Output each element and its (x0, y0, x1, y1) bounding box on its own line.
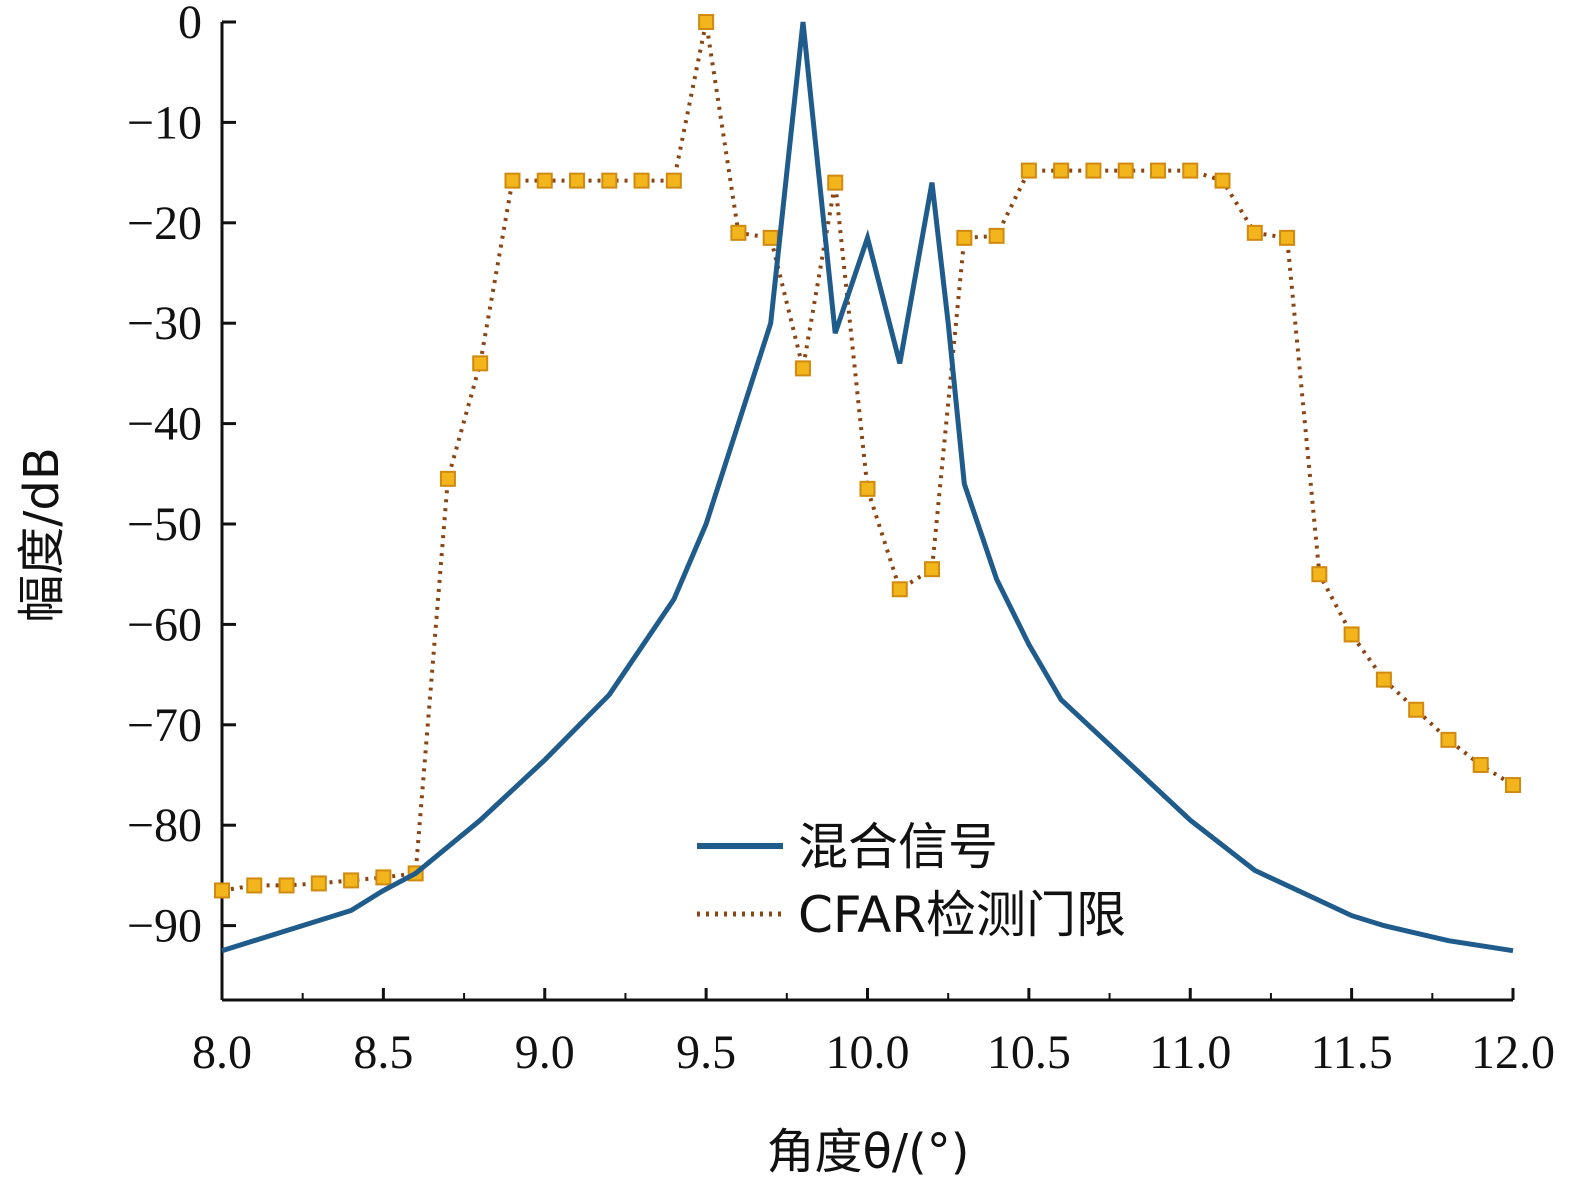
cfar-point (1053, 162, 1070, 179)
cfar-point (633, 172, 650, 189)
cfar-point (246, 877, 263, 894)
legend: 混合信号 CFAR检测门限 (697, 818, 1126, 944)
x-tick-label: 10.5 (987, 1026, 1071, 1079)
cfar-point (278, 877, 295, 894)
cfar-point (1440, 731, 1457, 748)
cfar-point (891, 581, 908, 598)
x-tick-label: 8.0 (192, 1026, 252, 1079)
cfar-point (1311, 566, 1328, 583)
cfar-point (1246, 224, 1263, 241)
series-cfar-line (221, 21, 1515, 893)
cfar-point (730, 224, 747, 241)
cfar-point (956, 229, 973, 246)
series-mixed-signal-line (221, 21, 1514, 954)
x-tick-label: 9.0 (515, 1026, 575, 1079)
axes: 8.0 8.5 9.0 9.5 10.0 10.5 11.0 11.5 12.0 0 −10 −20 −… (127, 0, 1555, 1079)
cfar-point (1149, 162, 1166, 179)
x-tick-label: 9.5 (676, 1026, 736, 1079)
cfar-point (310, 875, 327, 892)
x-tick-label: 12.0 (1471, 1026, 1555, 1079)
y-tick-label: −50 (127, 498, 202, 551)
x-tick-label: 10.0 (826, 1026, 910, 1079)
x-tick-label: 11.0 (1149, 1026, 1231, 1079)
cfar-point (1343, 626, 1360, 643)
cfar-point (859, 480, 876, 497)
legend-label-mixed-signal: 混合信号 (798, 818, 998, 876)
cfar-point (1214, 172, 1231, 189)
cfar-point (1085, 162, 1102, 179)
cfar-point (1472, 756, 1489, 773)
cfar-point (343, 872, 360, 889)
cfar-point (1505, 777, 1521, 794)
y-tick-label: −10 (127, 96, 202, 149)
y-axis-label: 幅度/dB (14, 447, 70, 623)
cfar-point (439, 470, 456, 487)
y-tick-label: −20 (127, 197, 202, 250)
cfar-point (698, 14, 715, 30)
cfar-point (665, 172, 682, 189)
cfar-point (762, 229, 779, 246)
cfar-point (1117, 162, 1134, 179)
cfar-point (601, 172, 618, 189)
cfar-point (988, 227, 1005, 244)
y-tick-label: −60 (127, 598, 202, 651)
cfar-point (1279, 229, 1296, 246)
legend-label-cfar: CFAR检测门限 (798, 886, 1126, 944)
cfar-point (1408, 701, 1425, 718)
cfar-point (569, 172, 586, 189)
cfar-point (1182, 162, 1199, 179)
y-tick-label: −30 (127, 297, 202, 350)
y-tick-label: 0 (178, 0, 202, 49)
series-layer (214, 14, 1521, 954)
x-axis-label: 角度θ/(°) (767, 1124, 970, 1180)
cfar-point (1020, 162, 1037, 179)
x-tick-label: 8.5 (353, 1026, 413, 1079)
cfar-point (924, 561, 941, 578)
cfar-point (214, 882, 230, 899)
cfar-point (375, 869, 392, 886)
x-tick-label: 11.5 (1311, 1026, 1393, 1079)
cfar-point (536, 172, 553, 189)
y-tick-label: −90 (127, 900, 202, 953)
cfar-point (472, 355, 489, 372)
y-tick-label: −80 (127, 799, 202, 852)
y-tick-label: −40 (127, 398, 202, 451)
cfar-point (504, 172, 521, 189)
cfar-point (827, 174, 844, 191)
y-tick-label: −70 (127, 699, 202, 752)
cfar-point (1375, 671, 1392, 688)
cfar-point (794, 360, 811, 377)
